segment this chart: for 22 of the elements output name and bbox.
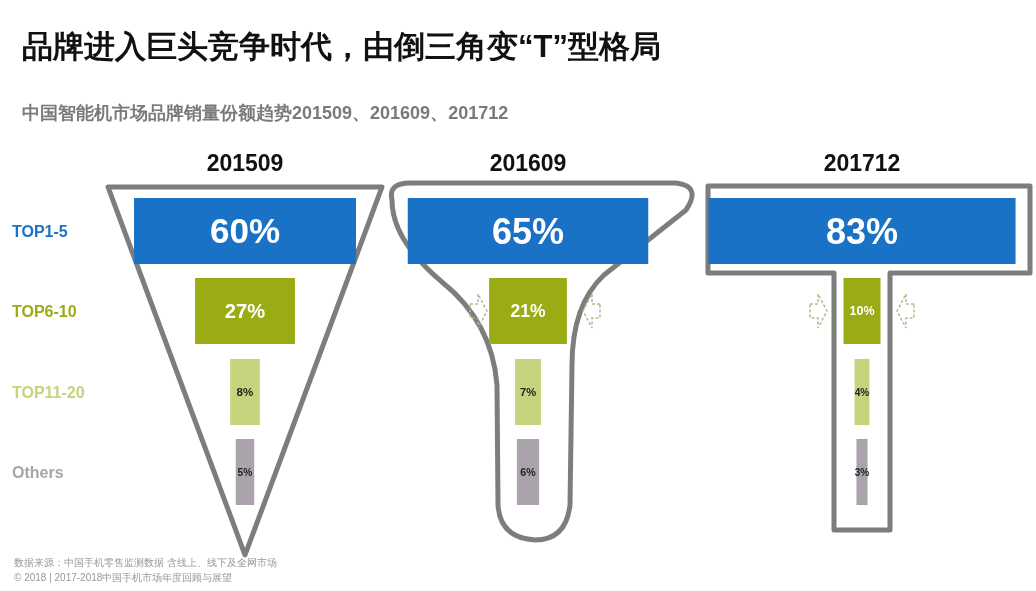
- text: 201509: [206, 150, 284, 176]
- data-label: 4%: [854, 386, 870, 398]
- text: 品牌进入巨头竞争时代，由倒三角变“T”型格局: [22, 29, 661, 64]
- data-label: 83%: [825, 210, 899, 252]
- data-label: 21%: [510, 301, 546, 322]
- text: 中国智能机市场品牌销量份额趋势201509、201609、201712: [22, 103, 509, 123]
- category-label: TOP1-5: [12, 223, 68, 240]
- data-label: 60%: [209, 211, 281, 251]
- text: 201712: [823, 150, 901, 176]
- source-note: 数据来源：中国手机零售监测数据 含线上、线下及全网市场: [14, 557, 277, 568]
- data-label: 8%: [236, 385, 254, 399]
- data-label: 27%: [224, 300, 266, 323]
- text: 201609: [489, 150, 567, 176]
- data-label: 7%: [519, 385, 537, 398]
- data-label: 65%: [491, 210, 565, 252]
- text: © 2018 | 2017-2018中国手机市场年度回顾与展望: [14, 572, 233, 583]
- category-label: Others: [12, 464, 64, 481]
- data-label: 6%: [520, 465, 537, 478]
- data-label: 10%: [849, 304, 875, 319]
- category-label: TOP11-20: [12, 384, 85, 401]
- data-label: 5%: [237, 466, 253, 478]
- category-label: TOP6-10: [12, 303, 77, 320]
